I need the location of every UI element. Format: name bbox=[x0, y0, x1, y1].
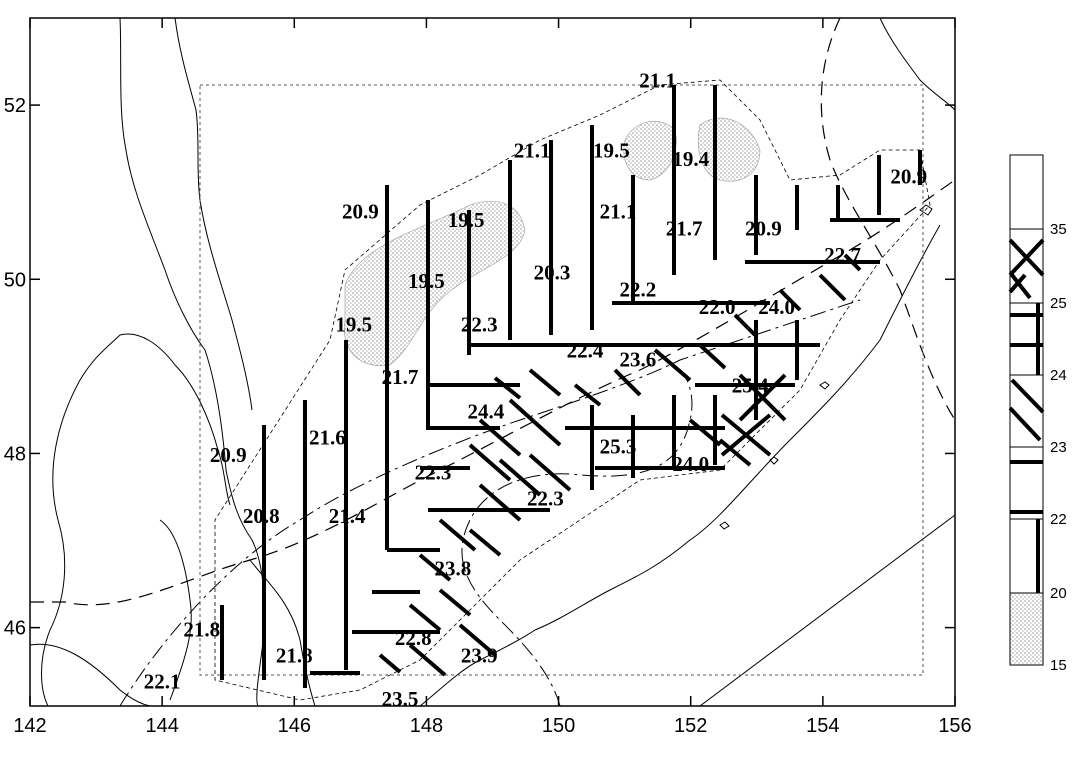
value-label: 20.8 bbox=[243, 504, 280, 528]
island-outline bbox=[819, 381, 830, 390]
y-tick-label: 46 bbox=[4, 618, 26, 640]
legend-swatch-24-25 bbox=[1009, 302, 1044, 376]
value-label: 19.5 bbox=[335, 313, 372, 337]
legend-label: 22 bbox=[1050, 511, 1067, 528]
value-label: 22.3 bbox=[415, 461, 452, 485]
value-label: 25.4 bbox=[732, 373, 769, 397]
dashed-boundary-2 bbox=[820, 18, 955, 421]
island-outline bbox=[919, 204, 933, 216]
value-label: 21.6 bbox=[309, 426, 346, 450]
legend-swatch-20-22 bbox=[1009, 518, 1044, 594]
x-tick-label: 146 bbox=[278, 715, 311, 737]
hokkaido-coast-2 bbox=[159, 519, 192, 701]
value-label: 24.0 bbox=[758, 295, 795, 319]
value-label: 21.4 bbox=[329, 504, 366, 528]
value-label: 22.3 bbox=[527, 487, 564, 511]
value-label: 22.3 bbox=[461, 313, 498, 337]
hokkaido-coast bbox=[30, 643, 151, 706]
kamchatka-coast bbox=[879, 18, 955, 111]
dash-dot-arc bbox=[461, 369, 693, 706]
value-label: 21.8 bbox=[183, 617, 220, 641]
x-tick-label: 148 bbox=[410, 715, 443, 737]
kuril-islands bbox=[419, 224, 941, 706]
legend-label: 20 bbox=[1050, 585, 1067, 602]
zone-23-24 bbox=[378, 253, 862, 677]
value-label: 24.4 bbox=[468, 400, 505, 424]
x-tick-label: 152 bbox=[674, 715, 707, 737]
value-label: 19.5 bbox=[593, 138, 630, 162]
value-label: 19.4 bbox=[672, 147, 709, 171]
legend-swatch-15-20 bbox=[1009, 592, 1044, 666]
legend-label: 24 bbox=[1050, 367, 1067, 384]
value-label: 19.5 bbox=[408, 269, 445, 293]
y-tick-label: 48 bbox=[4, 443, 26, 465]
legend-label: 35 bbox=[1050, 221, 1067, 238]
value-label: 22.0 bbox=[699, 295, 736, 319]
value-label: 24.0 bbox=[672, 452, 709, 476]
value-label: 21.1 bbox=[639, 69, 676, 93]
x-tick-label: 142 bbox=[13, 715, 46, 737]
value-label: 22.1 bbox=[144, 670, 181, 694]
value-label: 22.2 bbox=[619, 278, 656, 302]
survey-region bbox=[214, 79, 931, 701]
value-label: 23.9 bbox=[461, 643, 498, 667]
value-label: 19.5 bbox=[448, 208, 485, 232]
island-outline bbox=[719, 521, 730, 530]
x-tick-label: 150 bbox=[542, 715, 575, 737]
value-label: 20.9 bbox=[210, 443, 247, 467]
value-label: 23.5 bbox=[382, 687, 419, 711]
study-area-box bbox=[199, 84, 924, 676]
x-tick-label: 144 bbox=[145, 715, 178, 737]
value-label: 21.7 bbox=[666, 217, 703, 241]
x-tick-label: 156 bbox=[938, 715, 971, 737]
plot-frame bbox=[29, 17, 956, 707]
dashed-boundary bbox=[30, 179, 955, 606]
value-label: 23.8 bbox=[434, 556, 471, 580]
legend-swatch-25-35 bbox=[1008, 228, 1045, 304]
value-label: 21.8 bbox=[276, 643, 313, 667]
legend-swatch-22-23 bbox=[1009, 446, 1044, 520]
terpeniya-bay-coast bbox=[41, 333, 231, 706]
island-outline bbox=[769, 456, 779, 465]
legend-label: 15 bbox=[1050, 657, 1067, 674]
legend: 35 25 24 23 22 20 15 bbox=[1008, 154, 1067, 674]
zone-25-35 bbox=[720, 373, 787, 457]
value-label: 22.8 bbox=[395, 626, 432, 650]
value-label: 21.7 bbox=[382, 365, 419, 389]
legend-labels: 35 25 24 23 22 20 15 bbox=[1050, 221, 1067, 674]
legend-swatch-23-24 bbox=[1008, 374, 1045, 448]
legend-label: 25 bbox=[1050, 295, 1067, 312]
legend-label: 23 bbox=[1050, 439, 1067, 456]
value-label: 22.7 bbox=[824, 243, 861, 267]
value-label: 20.9 bbox=[890, 164, 927, 188]
value-label: 22.4 bbox=[567, 339, 604, 363]
y-tick-label: 50 bbox=[4, 269, 26, 291]
y-tick-label: 52 bbox=[4, 95, 26, 117]
axis-layer: 142 144 146 148 150 152 154 156 46 48 50 52 bbox=[4, 18, 972, 737]
map-layer: 21.1 21.1 19.5 19.4 20.9 20.9 19.5 21.1 21.7 20.9… bbox=[30, 18, 955, 711]
boundary-line bbox=[699, 514, 955, 706]
value-label: 20.3 bbox=[534, 260, 571, 284]
x-tick-label: 154 bbox=[806, 715, 839, 737]
zone-20-22 bbox=[220, 85, 922, 688]
value-label: 20.9 bbox=[745, 217, 782, 241]
value-label: 21.1 bbox=[514, 138, 551, 162]
value-label: 23.6 bbox=[619, 347, 656, 371]
value-label: 20.9 bbox=[342, 199, 379, 223]
value-labels: 21.1 21.1 19.5 19.4 20.9 20.9 19.5 21.1 21.7 20.9… bbox=[144, 69, 927, 711]
value-label: 21.1 bbox=[600, 199, 637, 223]
value-label: 25.3 bbox=[600, 434, 637, 458]
